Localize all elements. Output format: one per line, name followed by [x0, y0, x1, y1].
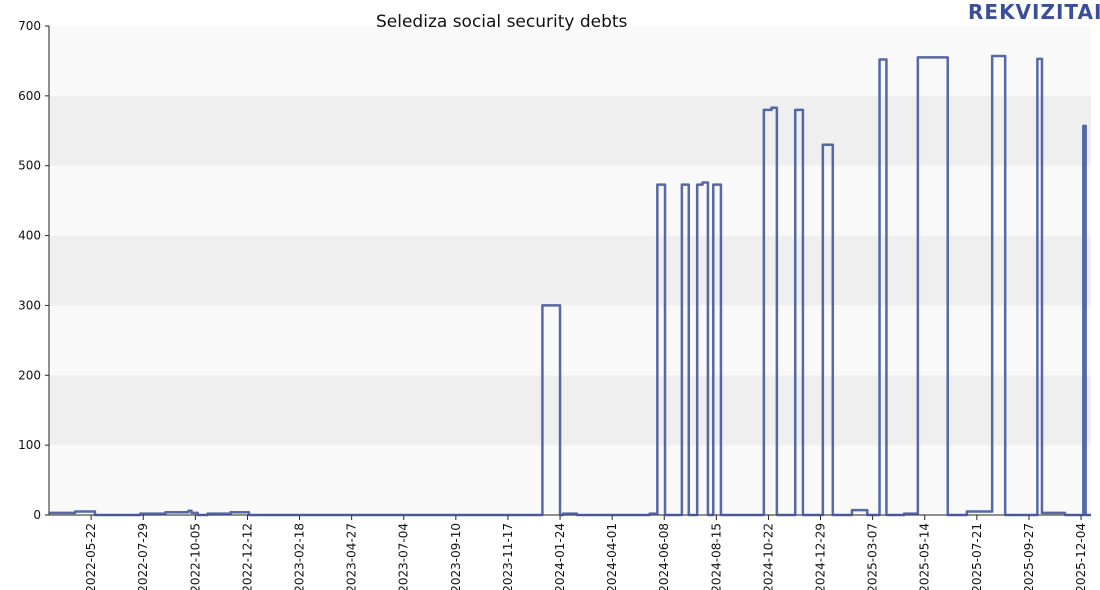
x-tick-label: 2024-04-01	[605, 523, 619, 590]
y-tick-label: 300	[18, 298, 41, 312]
x-tick-label: 2024-06-08	[657, 523, 671, 590]
x-tick-label: 2025-07-21	[970, 523, 984, 590]
grid-band	[49, 445, 1091, 515]
grid-band	[49, 305, 1091, 376]
x-tick-label: 2023-11-17	[501, 523, 515, 590]
x-tick-label: 2023-09-10	[449, 523, 463, 590]
y-tick-label: 400	[18, 229, 41, 243]
x-tick-label: 2025-05-14	[918, 523, 932, 590]
x-tick-label: 2025-09-27	[1022, 523, 1036, 590]
series-lines	[49, 54, 1091, 517]
y-tick-label: 200	[18, 368, 41, 382]
x-tick-labels: 2022-05-22 2022-07-29 2022-10-05 2022-12-12…	[84, 523, 1088, 590]
x-tick-label: 2023-07-04	[397, 523, 411, 590]
x-tick-label: 2025-12-04	[1074, 523, 1088, 590]
x-tick-label: 2022-10-05	[188, 523, 202, 590]
x-tick-label: 2024-08-15	[709, 523, 723, 590]
y-tick-label: 100	[18, 438, 41, 452]
chart-title: Selediza social security debts	[376, 12, 628, 32]
x-tick-label: 2022-05-22	[84, 523, 98, 590]
brand-logo[interactable]: REKVIZITAI VŽ	[968, 0, 1100, 24]
grid-band	[49, 26, 1091, 96]
brand-name: REKVIZITAI	[968, 0, 1100, 24]
y-tick-label: 0	[33, 508, 41, 522]
x-tick-label: 2023-02-18	[293, 523, 307, 590]
y-tick-label: 700	[18, 19, 41, 33]
grid-band	[49, 235, 1091, 306]
x-tick-label: 2023-04-27	[345, 523, 359, 590]
x-tick-label: 2022-12-12	[240, 523, 254, 590]
grid-band	[49, 95, 1091, 166]
grid-bands	[49, 26, 1091, 515]
y-tick-label: 500	[18, 159, 41, 173]
chart-axes	[45, 25, 1091, 520]
y-tick-label: 600	[18, 89, 41, 103]
y-tick-labels: 0 100 200 300 400 500 600 700	[18, 19, 41, 522]
x-tick-label: 2024-10-22	[761, 523, 775, 590]
x-tick-label: 2025-03-07	[866, 523, 880, 590]
x-tick-label: 2024-12-29	[814, 523, 828, 590]
x-tick-label: 2024-01-24	[553, 523, 567, 590]
series-line	[49, 54, 1091, 517]
x-tick-label: 2022-07-29	[136, 523, 150, 590]
grid-band	[49, 165, 1091, 236]
grid-band	[49, 375, 1091, 446]
